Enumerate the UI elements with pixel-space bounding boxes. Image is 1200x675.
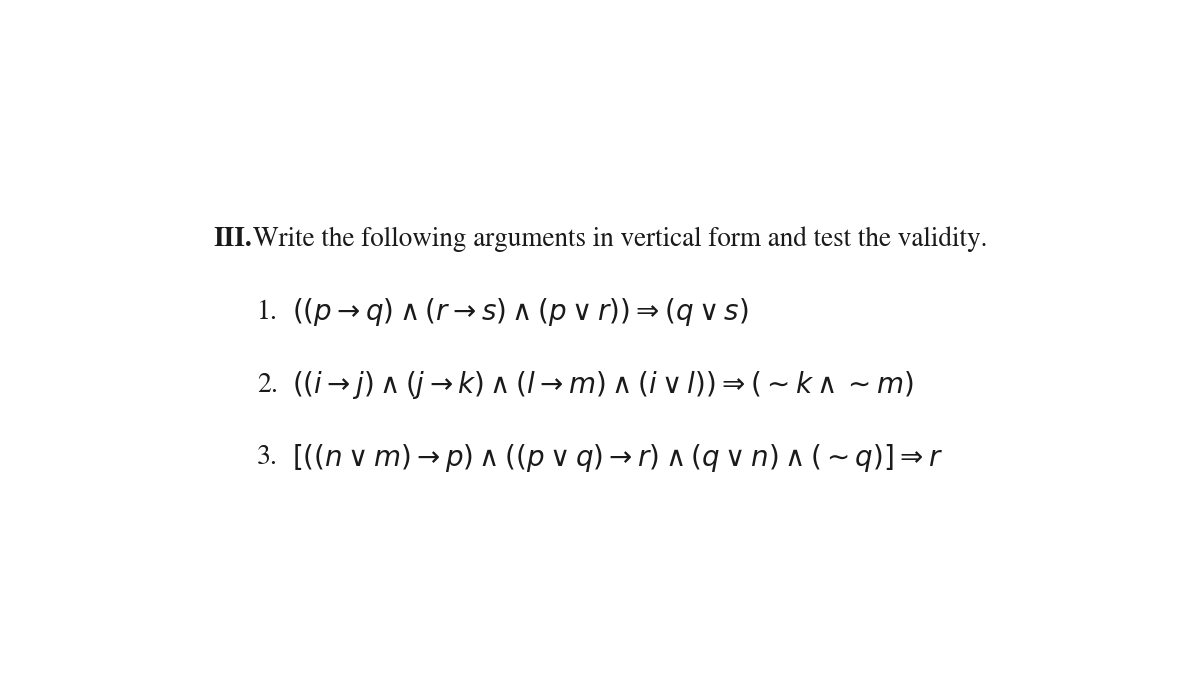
Text: 1.: 1.: [257, 300, 278, 325]
Text: $((p \rightarrow q) \wedge (r \rightarrow s) \wedge (p \vee r)) \Rightarrow (q \: $((p \rightarrow q) \wedge (r \rightarro…: [293, 296, 749, 328]
Text: 3.: 3.: [257, 446, 278, 470]
Text: III.: III.: [214, 227, 252, 252]
Text: $((i \rightarrow j) \wedge (j \rightarrow k) \wedge (l \rightarrow m) \wedge (i : $((i \rightarrow j) \wedge (j \rightarro…: [293, 369, 914, 401]
Text: $[((n \vee m) \rightarrow p) \wedge ((p \vee q) \rightarrow r) \wedge (q \vee n): $[((n \vee m) \rightarrow p) \wedge ((p …: [293, 442, 943, 474]
Text: Write the following arguments in vertical form and test the validity.: Write the following arguments in vertica…: [253, 227, 988, 252]
Text: 2.: 2.: [257, 373, 278, 398]
